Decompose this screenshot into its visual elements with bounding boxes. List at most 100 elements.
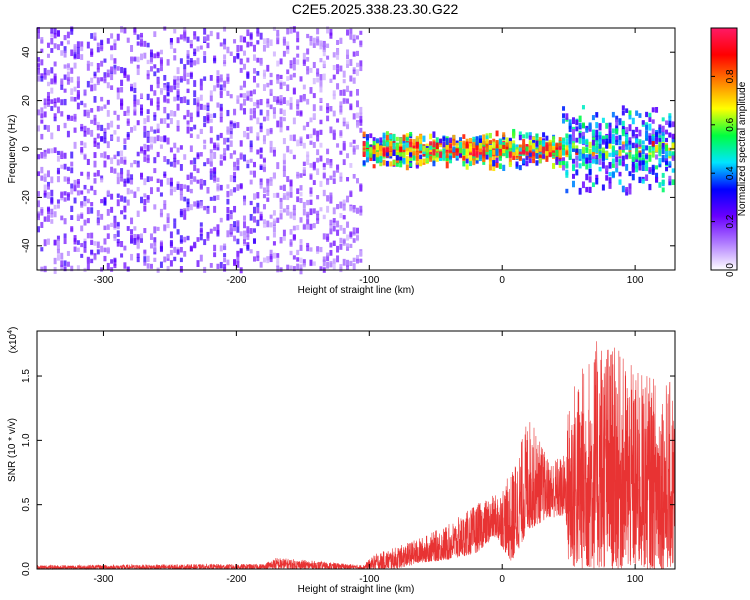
spectrogram-cell [199,94,203,101]
spectrogram-cell [339,37,343,44]
spectrogram-cell [276,77,280,84]
spectrogram-cell [608,143,612,149]
spectrogram-cell [216,263,220,269]
spectrogram-cell [56,245,60,251]
spectrogram-cell [359,205,363,213]
spectrogram-cell [389,134,393,139]
spectrogram-cell [193,59,197,66]
spectrogram-cell [415,141,419,149]
spectrogram-cell [382,139,386,147]
spectrogram-cell [316,195,320,200]
spectrogram-cell [302,60,306,66]
spectrogram-cell [76,213,80,221]
spectrogram-cell [80,46,84,52]
spectrogram-cell [585,127,589,133]
spectrogram-cell [243,63,247,70]
spectrogram-cell [136,163,140,168]
spectrogram-cell [628,140,632,146]
spectrogram-cell [412,142,416,149]
spectrogram-cell [199,184,203,190]
spectrogram-cell [66,193,70,201]
spectrogram-cell [528,140,532,147]
spectrogram-cell [385,135,389,141]
spectrogram-cell [306,48,310,55]
spectrogram-cell [256,117,260,125]
spectrogram-cell [342,227,346,234]
spectrogram-cell [223,253,227,258]
spectrogram-cell [339,130,343,136]
spectrogram-cell [512,140,516,146]
spectrogram-cell [375,143,379,151]
spectrogram-cell [482,138,486,145]
spectrogram-cell [90,202,94,207]
spectrogram-cell [282,153,286,161]
spectrogram-cell [299,267,303,275]
spectrogram-cell [86,173,90,180]
spectrogram-cell [73,62,77,69]
spectrogram-cell [631,129,635,137]
spectrogram-cell [40,209,44,216]
spectrogram-cell [452,146,456,153]
spectrogram-cell [106,233,110,239]
spectrogram-cell [219,103,223,111]
spectrogram-cell [73,197,77,204]
spectrogram-cell [575,155,579,161]
spectrogram-cell [568,125,572,133]
spectrogram-cell [262,38,266,45]
spectrogram-cell [143,131,147,138]
spectrogram-cell [605,135,609,141]
spectrogram-cell [116,172,120,178]
spectrogram-cell [239,45,243,52]
spectrogram-cell [153,53,157,59]
spectrogram-cell [339,225,343,231]
spectrogram-cell [289,180,293,187]
spectrogram-cell [651,141,655,147]
spectrogram-cell [395,143,399,151]
spectrogram-cell [518,147,522,152]
spectrogram-cell [648,145,652,153]
spectrogram-cell [123,262,127,269]
spectrogram-cell [262,257,266,263]
spectrogram-cell [472,141,476,149]
spectrogram-cell [163,200,167,205]
spectrogram-cell [289,250,293,256]
spectrogram-cell [56,176,60,183]
spectrogram-cell [133,100,137,107]
spectrogram-cell [60,164,64,169]
spectrogram-cell [349,28,353,34]
spectrogram-cell [140,233,144,239]
spectrogram-cell [116,87,120,93]
spectrogram-cell [219,112,223,118]
spectrogram-cell [625,163,629,171]
spectrogram-cell [465,152,469,159]
spectrogram-cell [405,136,409,143]
spectrogram-cell [488,164,492,171]
spectrogram-cell [635,162,639,169]
spectrogram-cell [166,85,170,92]
spectrogram-cell [50,106,54,111]
spectrogram-cell [299,173,303,178]
spectrogram-cell [123,156,127,163]
spectrogram-cell [349,243,353,248]
spectrogram-cell [289,211,293,219]
spectrogram-cell [123,214,127,220]
spectrogram-cell [272,241,276,246]
spectrogram-cell [635,126,639,133]
spectrogram-cell [96,80,100,86]
spectrogram-cell [329,228,333,235]
spectrogram-cell [645,160,649,165]
spectrogram-cell [502,164,506,172]
spectrogram-cell [73,127,77,133]
spectrogram-cell [259,214,263,221]
spectrogram-cell [176,95,180,101]
spectrogram-cell [183,31,187,39]
spectrogram-cell [655,177,659,183]
spectrogram-cell [332,226,336,232]
spectrogram-cell [309,191,313,197]
spectrogram-cell [136,253,140,258]
spectrogram-cell [259,122,263,129]
spectrogram-cell [392,150,396,156]
spectrogram-cell [179,96,183,104]
spectrogram-cell [671,137,675,144]
spectrogram-cell [80,213,84,219]
